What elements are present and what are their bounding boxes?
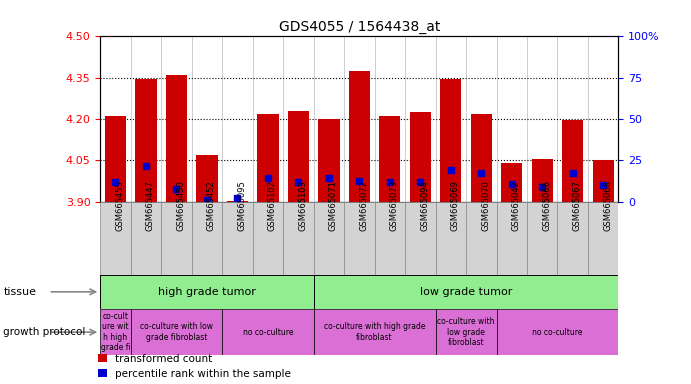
Bar xyxy=(497,309,618,355)
Bar xyxy=(527,202,558,275)
Text: high grade tumor: high grade tumor xyxy=(158,287,256,297)
Bar xyxy=(222,202,253,275)
Bar xyxy=(435,309,497,355)
Bar xyxy=(471,114,492,202)
Text: GSM665073: GSM665073 xyxy=(390,180,399,231)
Text: GSM665102: GSM665102 xyxy=(268,180,277,231)
Bar xyxy=(558,202,588,275)
Bar xyxy=(497,202,527,275)
Bar xyxy=(501,163,522,202)
Text: no co-culture: no co-culture xyxy=(243,328,293,337)
Bar xyxy=(531,159,553,202)
Text: GSM665066: GSM665066 xyxy=(542,180,551,231)
Text: co-culture with high grade
fibroblast: co-culture with high grade fibroblast xyxy=(324,323,426,342)
Text: GSM665450: GSM665450 xyxy=(176,180,185,231)
Text: GSM665069: GSM665069 xyxy=(451,180,460,231)
Text: no co-culture: no co-culture xyxy=(532,328,583,337)
Text: growth protocol: growth protocol xyxy=(3,327,86,337)
Bar xyxy=(257,114,278,202)
Title: GDS4055 / 1564438_at: GDS4055 / 1564438_at xyxy=(278,20,440,34)
Bar xyxy=(314,309,435,355)
Bar xyxy=(344,202,375,275)
Bar xyxy=(100,309,131,355)
Text: GSM665067: GSM665067 xyxy=(573,180,582,231)
Text: GSM665071: GSM665071 xyxy=(329,180,338,231)
Text: GSM665068: GSM665068 xyxy=(603,180,612,231)
Bar xyxy=(588,202,618,275)
Bar xyxy=(314,275,618,309)
Text: GSM665447: GSM665447 xyxy=(146,180,155,231)
Text: tissue: tissue xyxy=(3,287,37,297)
Bar xyxy=(227,201,248,202)
Text: GSM665072: GSM665072 xyxy=(359,180,368,231)
Text: GSM665452: GSM665452 xyxy=(207,180,216,231)
Bar xyxy=(440,79,462,202)
Bar xyxy=(196,155,218,202)
Bar xyxy=(100,202,131,275)
Text: GSM665094: GSM665094 xyxy=(420,180,429,231)
Bar xyxy=(287,111,309,202)
Bar xyxy=(349,71,370,202)
Bar xyxy=(435,202,466,275)
Text: GSM665042: GSM665042 xyxy=(512,180,521,231)
Bar xyxy=(375,202,405,275)
Bar xyxy=(135,79,157,202)
Bar xyxy=(314,202,344,275)
Text: co-cult
ure wit
h high
grade fi: co-cult ure wit h high grade fi xyxy=(101,312,131,352)
Bar xyxy=(131,202,161,275)
Bar xyxy=(253,202,283,275)
Text: GSM665095: GSM665095 xyxy=(238,180,247,231)
Text: co-culture with low
grade fibroblast: co-culture with low grade fibroblast xyxy=(140,323,213,342)
Text: GSM665070: GSM665070 xyxy=(481,180,490,231)
Bar xyxy=(191,202,222,275)
Text: low grade tumor: low grade tumor xyxy=(420,287,512,297)
Bar xyxy=(379,116,401,202)
Bar xyxy=(405,202,435,275)
Bar xyxy=(161,202,191,275)
Bar xyxy=(222,309,314,355)
Bar xyxy=(131,309,222,355)
Bar xyxy=(318,119,339,202)
Bar xyxy=(100,275,314,309)
Bar xyxy=(283,202,314,275)
Text: GSM665455: GSM665455 xyxy=(115,180,124,231)
Bar xyxy=(562,121,583,202)
Text: GSM665103: GSM665103 xyxy=(299,180,307,231)
Bar xyxy=(166,75,187,202)
Bar xyxy=(105,116,126,202)
Bar xyxy=(592,161,614,202)
Legend: transformed count, percentile rank within the sample: transformed count, percentile rank withi… xyxy=(99,354,291,379)
Text: co-culture with
low grade
fibroblast: co-culture with low grade fibroblast xyxy=(437,317,495,347)
Bar xyxy=(410,112,431,202)
Bar xyxy=(466,202,497,275)
